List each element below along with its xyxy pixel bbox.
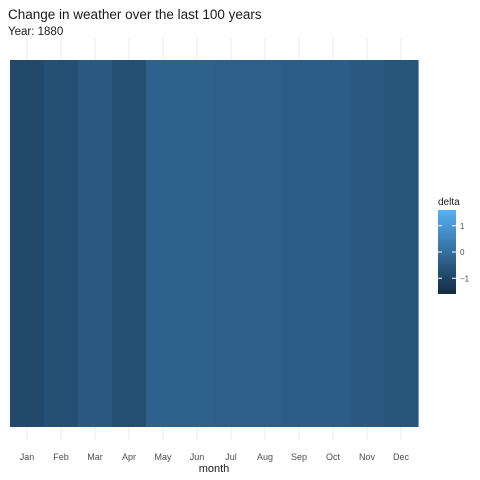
x-tick-label: Mar (87, 452, 103, 462)
x-tick-label: Aug (257, 452, 273, 462)
heatmap-tile (316, 60, 351, 427)
legend-title: delta (438, 197, 460, 208)
x-tick-label: Jul (225, 452, 237, 462)
legend-tick-label: 0 (460, 248, 465, 257)
heatmap-tile (180, 60, 215, 427)
x-tick-label: Sep (291, 452, 307, 462)
legend-tick-label: −1 (460, 274, 470, 283)
x-tick-label: Oct (326, 452, 341, 462)
chart-subtitle: Year: 1880 (8, 26, 63, 38)
chart-title: Change in weather over the last 100 year… (8, 7, 262, 22)
heatmap-tile (112, 60, 147, 427)
x-tick-label: Dec (393, 452, 410, 462)
heatmap-tile (350, 60, 385, 427)
heatmap-tile (146, 60, 181, 427)
legend-colorbar-rect (438, 210, 456, 294)
x-tick-label: Feb (53, 452, 69, 462)
legend-tick-label: 1 (460, 222, 465, 231)
heatmap-tile (78, 60, 113, 427)
heatmap-tile (384, 60, 419, 427)
x-tick-labels: Jan Feb Mar Apr May Jun Jul Aug Sep Oct Nov Dec (20, 452, 410, 462)
heatmap-tile (10, 60, 45, 427)
x-tick-label: Jun (190, 452, 205, 462)
x-tick-label: Apr (122, 452, 136, 462)
x-tick-label: May (154, 452, 172, 462)
heatmap-tile (44, 60, 79, 427)
legend-colorbar (438, 210, 456, 294)
heatmap-tiles (10, 60, 419, 427)
heatmap-tile (214, 60, 249, 427)
legend: delta 1 0 −1 (438, 197, 470, 294)
heatmap-tile (248, 60, 283, 427)
heatmap-tile (282, 60, 317, 427)
x-tick-label: Jan (20, 452, 35, 462)
x-axis-title: month (199, 463, 230, 475)
x-tick-label: Nov (359, 452, 376, 462)
legend-ticks: 1 0 −1 (438, 222, 470, 283)
